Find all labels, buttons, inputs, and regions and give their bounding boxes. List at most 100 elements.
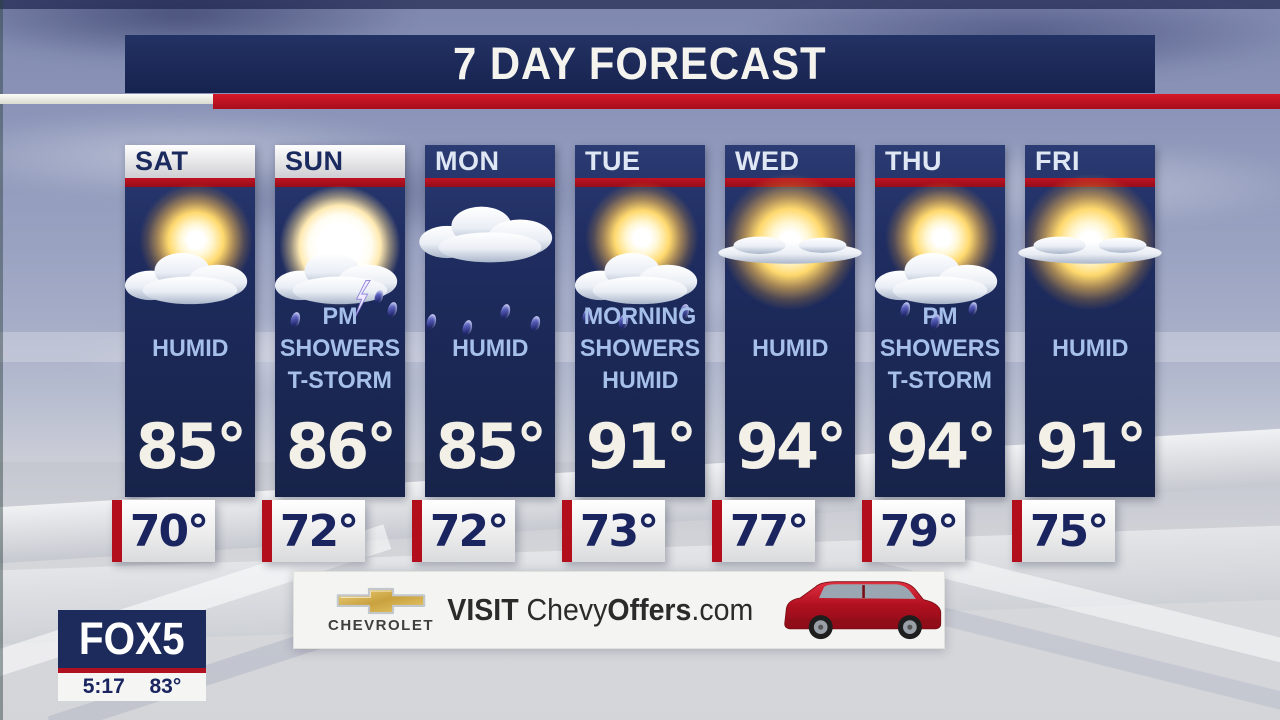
forecast-day-column: FRI bbox=[1012, 145, 1162, 562]
day-header: SAT bbox=[125, 145, 255, 178]
ad-chevy-word: Chevy bbox=[526, 592, 608, 627]
low-temperature: 73° bbox=[579, 505, 659, 557]
low-temperature-box: 73° bbox=[562, 500, 665, 562]
time-temperature-strip: 5:17 83° bbox=[58, 673, 206, 701]
lightning-icon bbox=[354, 280, 371, 320]
current-time: 5:17 bbox=[82, 675, 125, 698]
condition-text: MORNING bbox=[583, 303, 697, 330]
conditions: PM SHOWERS T-STORM bbox=[875, 301, 1005, 397]
mostly-sunny-icon bbox=[718, 171, 862, 313]
low-box-accent bbox=[1012, 500, 1022, 562]
low-temperature: 70° bbox=[129, 505, 209, 557]
low-box-accent bbox=[262, 500, 272, 562]
chevrolet-bowtie-icon bbox=[336, 587, 426, 615]
condition-text: PM bbox=[322, 303, 358, 330]
wispy-cloud-icon bbox=[1018, 236, 1162, 264]
title-underline-red bbox=[213, 94, 1280, 109]
day-name: THU bbox=[885, 146, 942, 176]
fox5-logo-divider bbox=[58, 668, 206, 673]
day-name: TUE bbox=[585, 146, 641, 176]
day-name: FRI bbox=[1035, 146, 1080, 176]
condition-text: PM bbox=[922, 303, 958, 330]
station-bug: FOX5 5:17 83° bbox=[58, 610, 206, 701]
low-temperature: 79° bbox=[879, 505, 959, 557]
low-temperature-box: 77° bbox=[712, 500, 815, 562]
forecast-day-column: MON bbox=[412, 145, 555, 562]
wispy-cloud-icon bbox=[718, 236, 862, 264]
day-name: SUN bbox=[285, 146, 344, 176]
low-temperature: 72° bbox=[429, 505, 509, 557]
current-temperature: 83° bbox=[149, 675, 182, 698]
background-top-cloud-band bbox=[0, 0, 1280, 9]
low-box-accent bbox=[862, 500, 872, 562]
condition-text: HUMID bbox=[1051, 335, 1129, 362]
cloud-icon bbox=[124, 252, 248, 305]
low-box-accent bbox=[712, 500, 722, 562]
condition-text: T-STORM bbox=[287, 367, 393, 394]
high-temperature: 91° bbox=[585, 409, 697, 483]
low-temperature: 75° bbox=[1029, 505, 1109, 557]
condition-text: SHOWERS bbox=[279, 335, 401, 362]
ad-call-to-action[interactable]: VISIT ChevyOffers.com bbox=[447, 592, 753, 628]
low-temperature-box: 70° bbox=[112, 500, 215, 562]
condition-text: SHOWERS bbox=[879, 335, 1001, 362]
conditions: HUMID bbox=[125, 301, 255, 397]
conditions: HUMID bbox=[425, 301, 555, 397]
chevrolet-logo-block: CHEVROLET bbox=[328, 586, 434, 634]
red-suv-image bbox=[783, 581, 941, 640]
cloud-icon bbox=[574, 252, 698, 305]
conditions: PM SHOWERS T-STORM bbox=[275, 301, 405, 397]
condition-text: HUMID bbox=[751, 335, 829, 362]
day-header-divider bbox=[425, 178, 555, 187]
high-temperature: 94° bbox=[735, 409, 847, 483]
low-temperature: 77° bbox=[729, 505, 809, 557]
chevrolet-wordmark: CHEVROLET bbox=[328, 617, 435, 634]
condition-text: T-STORM bbox=[887, 367, 993, 394]
high-temperature: 94° bbox=[885, 409, 997, 483]
cloud-icon bbox=[274, 252, 398, 305]
ad-domain-suffix: .com bbox=[691, 592, 754, 627]
rain-showers-icon bbox=[419, 189, 555, 336]
cloud-icon bbox=[874, 252, 998, 305]
ad-offers-word: Offers bbox=[607, 592, 692, 627]
forecast-day-column: THU bbox=[862, 145, 1005, 562]
sun-with-showers-icon bbox=[574, 179, 705, 330]
forecast-day-column: SUN bbox=[262, 145, 405, 562]
condition-text: SHOWERS bbox=[579, 335, 701, 362]
day-header: FRI bbox=[1025, 145, 1155, 178]
high-temperature: 85° bbox=[435, 409, 547, 483]
fox5-logo-text: FOX5 bbox=[79, 613, 185, 664]
high-temperature: 85° bbox=[135, 409, 247, 483]
low-box-accent bbox=[112, 500, 122, 562]
mostly-sunny-icon bbox=[1018, 171, 1162, 313]
high-temperature: 91° bbox=[1035, 409, 1147, 483]
low-temperature-box: 75° bbox=[1012, 500, 1115, 562]
day-name: SAT bbox=[135, 146, 189, 176]
day-header: SUN bbox=[275, 145, 405, 178]
forecast-day-column: TUE bbox=[562, 145, 705, 562]
pm-showers-icon bbox=[874, 179, 1005, 330]
condition-text: HUMID bbox=[151, 335, 229, 362]
low-box-accent bbox=[562, 500, 572, 562]
conditions: MORNING SHOWERS HUMID bbox=[575, 301, 705, 397]
ad-banner: CHEVROLET VISIT ChevyOffers.com bbox=[293, 571, 945, 649]
cloud-icon bbox=[419, 206, 553, 263]
condition-text: HUMID bbox=[601, 367, 679, 394]
low-temperature-box: 72° bbox=[262, 500, 365, 562]
condition-text: HUMID bbox=[451, 335, 529, 362]
ad-visit-word: VISIT bbox=[447, 592, 527, 627]
high-temperature: 86° bbox=[285, 409, 397, 483]
low-temperature-box: 79° bbox=[862, 500, 965, 562]
day-header: MON bbox=[425, 145, 555, 178]
title-underline-white bbox=[0, 94, 213, 104]
forecast-day-column: SAT bbox=[112, 145, 255, 562]
low-temperature: 72° bbox=[279, 505, 359, 557]
conditions: HUMID bbox=[725, 301, 855, 397]
low-box-accent bbox=[412, 500, 422, 562]
day-header: THU bbox=[875, 145, 1005, 178]
screen-left-edge bbox=[0, 0, 3, 720]
partly-cloudy-icon bbox=[124, 181, 255, 305]
day-header: TUE bbox=[575, 145, 705, 178]
